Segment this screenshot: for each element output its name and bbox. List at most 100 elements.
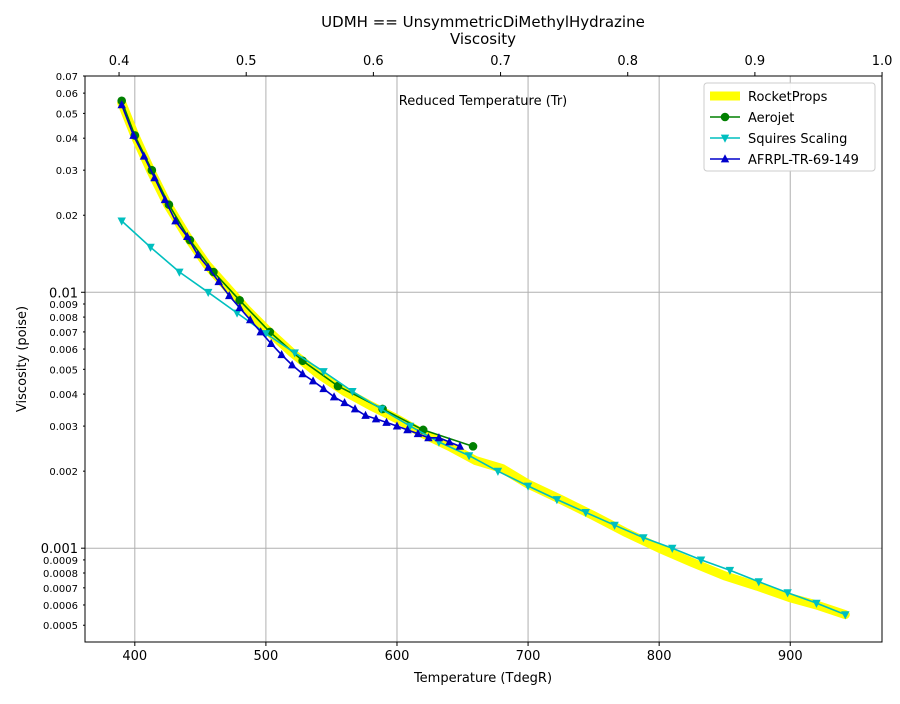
y-minor-tick-label: 0.006 xyxy=(49,345,78,356)
data-point-aerojet xyxy=(468,442,478,451)
data-point-afrpl-tr-69-149 xyxy=(266,338,276,348)
data-point-afrpl-tr-69-149 xyxy=(287,360,297,369)
data-point-afrpl-tr-69-149 xyxy=(256,327,265,336)
y-minor-tick-label: 0.002 xyxy=(49,467,78,478)
legend-label: RocketProps xyxy=(748,90,828,105)
y-minor-tick-label: 0.009 xyxy=(49,300,78,311)
data-point-afrpl-tr-69-149 xyxy=(340,398,349,407)
top-tick-label: 0.6 xyxy=(363,54,384,69)
data-point-afrpl-tr-69-149 xyxy=(371,414,381,423)
data-point-squires-scaling xyxy=(812,599,821,608)
data-point-squires-scaling xyxy=(668,544,677,553)
y-minor-tick-label: 0.04 xyxy=(56,134,78,145)
x-tick-label: 700 xyxy=(516,649,541,664)
data-point-squires-scaling xyxy=(754,578,763,587)
top-tick-label: 0.7 xyxy=(490,54,511,69)
y-minor-tick-label: 0.008 xyxy=(49,313,78,324)
data-point-afrpl-tr-69-149 xyxy=(235,303,244,312)
y-minor-tick-label: 0.0008 xyxy=(43,569,78,580)
data-point-afrpl-tr-69-149 xyxy=(361,410,370,419)
legend-marker xyxy=(720,134,730,143)
chart-subtitle: Viscosity xyxy=(450,30,516,48)
legend-label: Aerojet xyxy=(748,111,794,126)
data-point-afrpl-tr-69-149 xyxy=(455,441,465,450)
data-point-squires-scaling xyxy=(552,496,562,505)
legend: RocketProps Aerojet Squires Scaling AFRPL-T… xyxy=(703,82,876,172)
data-point-afrpl-tr-69-149 xyxy=(171,216,180,225)
y-minor-tick-label: 0.0005 xyxy=(43,621,78,632)
top-tick-label: 1.0 xyxy=(872,54,893,69)
data-point-afrpl-tr-69-149 xyxy=(214,276,223,286)
data-point-squires-scaling xyxy=(493,467,503,476)
top-tick-label: 0.9 xyxy=(745,54,766,69)
data-point-afrpl-tr-69-149 xyxy=(413,429,423,438)
data-point-squires-scaling xyxy=(377,405,386,414)
data-point-squires-scaling xyxy=(610,521,619,530)
x-tick-label: 800 xyxy=(647,649,672,664)
chart-title: UDMH == UnsymmetricDiMethylHydrazine xyxy=(321,13,645,31)
data-point-squires-scaling xyxy=(639,534,648,543)
plot-frame xyxy=(84,75,883,643)
data-point-afrpl-tr-69-149 xyxy=(224,290,234,300)
data-point-afrpl-tr-69-149 xyxy=(308,376,318,385)
data-point-afrpl-tr-69-149 xyxy=(245,315,255,324)
data-point-afrpl-tr-69-149 xyxy=(150,173,159,182)
data-point-squires-scaling xyxy=(319,368,328,377)
legend-item-afrpl-tr-69-149: AFRPL-TR-69-149 xyxy=(710,153,859,168)
legend-item-rocketprops: RocketProps xyxy=(710,90,828,105)
data-point-afrpl-tr-69-149 xyxy=(350,404,360,413)
data-point-afrpl-tr-69-149 xyxy=(160,195,170,204)
data-point-squires-scaling xyxy=(523,482,533,491)
data-point-afrpl-tr-69-149 xyxy=(382,417,391,426)
y-major-tick-label: 0.01 xyxy=(49,286,78,301)
x-tick-label: 500 xyxy=(253,649,278,664)
data-point-squires-scaling xyxy=(464,452,474,461)
top-tick-label: 0.8 xyxy=(617,54,638,69)
top-axis-label: Reduced Temperature (Tr) xyxy=(399,94,567,109)
data-point-afrpl-tr-69-149 xyxy=(204,262,213,271)
x-tick-label: 900 xyxy=(778,649,803,664)
data-point-afrpl-tr-69-149 xyxy=(403,425,412,434)
data-point-afrpl-tr-69-149 xyxy=(183,231,192,241)
data-point-squires-scaling xyxy=(783,589,792,598)
data-point-afrpl-tr-69-149 xyxy=(319,383,328,393)
x-tick-label: 400 xyxy=(122,649,147,664)
y-minor-tick-label: 0.06 xyxy=(56,89,78,100)
data-point-squires-scaling xyxy=(117,217,126,226)
y-axis: 0.001 0.01 0.0005 0.0006 0.0007 0.0008 0.0009 0… xyxy=(41,72,85,632)
series-afrpl-tr-69-149 xyxy=(117,100,465,450)
data-point-squires-scaling xyxy=(204,288,213,297)
data-point-afrpl-tr-69-149 xyxy=(277,350,286,359)
y-major-tick-label: 0.001 xyxy=(41,542,78,557)
y-axis-label: Viscosity (poise) xyxy=(15,306,30,412)
data-point-afrpl-tr-69-149 xyxy=(424,433,433,442)
data-point-afrpl-tr-69-149 xyxy=(139,151,149,160)
legend-box xyxy=(703,82,876,172)
y-minor-tick-label: 0.02 xyxy=(56,211,78,222)
y-minor-tick-label: 0.07 xyxy=(56,72,78,83)
data-point-afrpl-tr-69-149 xyxy=(329,392,339,401)
y-minor-tick-label: 0.003 xyxy=(49,422,78,433)
top-tick-label: 0.4 xyxy=(109,54,130,69)
data-point-squires-scaling xyxy=(405,422,415,431)
y-minor-tick-label: 0.007 xyxy=(49,328,78,339)
top-tick-label: 0.5 xyxy=(236,54,257,69)
data-point-afrpl-tr-69-149 xyxy=(434,433,444,442)
data-point-afrpl-tr-69-149 xyxy=(117,100,126,109)
y-minor-tick-label: 0.0007 xyxy=(43,584,78,595)
data-point-squires-scaling xyxy=(348,387,357,397)
data-point-squires-scaling xyxy=(290,349,299,358)
data-point-squires-scaling xyxy=(146,243,155,252)
data-point-squires-scaling xyxy=(841,611,850,620)
legend-marker xyxy=(720,112,730,122)
x-tick-label: 600 xyxy=(385,649,410,664)
y-minor-tick-label: 0.005 xyxy=(49,365,78,376)
data-point-afrpl-tr-69-149 xyxy=(298,369,307,378)
data-point-squires-scaling xyxy=(696,556,706,565)
top-axis: 0.4 0.5 0.6 0.7 0.8 0.9 1.0 xyxy=(109,54,893,76)
legend-label: AFRPL-TR-69-149 xyxy=(748,153,859,168)
grid-lines xyxy=(85,76,882,642)
data-point-squires-scaling xyxy=(232,309,242,318)
data-point-squires-scaling xyxy=(725,566,735,575)
